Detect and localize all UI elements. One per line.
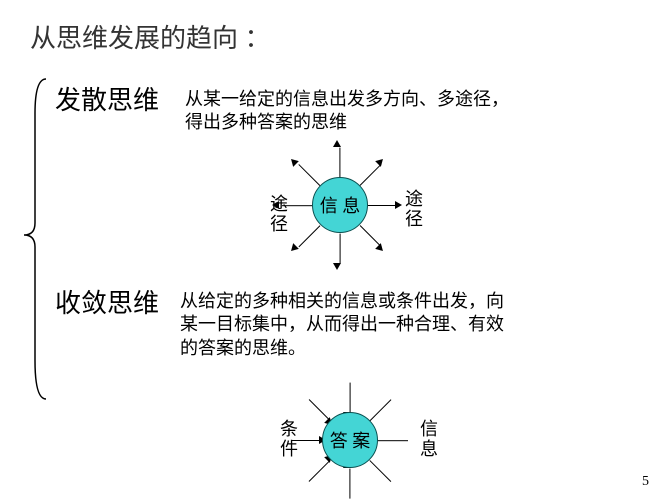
arrow-head-icon bbox=[395, 201, 402, 209]
section-title-divergent: 发散思维 bbox=[55, 86, 159, 115]
arrow-line bbox=[339, 234, 340, 264]
arrow-line bbox=[299, 225, 321, 247]
arrow-line bbox=[359, 225, 381, 247]
diagram-label: 条件 bbox=[280, 420, 298, 460]
section-divergent: 发散思维 bbox=[55, 80, 159, 117]
arrow-line bbox=[359, 164, 381, 186]
node-divergent: 信 息 bbox=[312, 177, 368, 233]
arrow-line bbox=[309, 460, 331, 482]
section-desc-convergent: 从给定的多种相关的信息或条件出发，向某一目标集中，从而得出一种合理、有效的答案的… bbox=[180, 290, 504, 360]
arrow-head-icon bbox=[375, 156, 386, 167]
section-convergent: 收敛思维 bbox=[55, 283, 159, 320]
arrow-head-icon bbox=[288, 243, 299, 254]
node-convergent: 答 案 bbox=[322, 412, 378, 468]
arrow-head-icon bbox=[333, 140, 341, 147]
page-title: 从思维发展的趋向 ： bbox=[30, 18, 271, 55]
left-brace bbox=[20, 75, 50, 405]
page-number: 5 bbox=[642, 474, 649, 490]
section-title-convergent: 收敛思维 bbox=[55, 289, 159, 318]
section-desc-divergent: 从某一给定的信息出发多方向、多途径，得出多种答案的思维 bbox=[185, 88, 509, 135]
diagram-label: 途径 bbox=[405, 190, 423, 230]
diagram-label: 途径 bbox=[270, 195, 288, 235]
arrow-line bbox=[339, 148, 340, 178]
arrow-line bbox=[369, 399, 391, 421]
arrow-line bbox=[349, 469, 350, 499]
diagram-label: 信息 bbox=[420, 420, 438, 460]
arrow-line bbox=[378, 440, 408, 441]
arrow-head-icon bbox=[333, 263, 341, 270]
arrow-line bbox=[299, 164, 321, 186]
arrow-head-icon bbox=[375, 243, 386, 254]
arrow-line bbox=[369, 460, 391, 482]
arrow-line bbox=[368, 205, 398, 206]
arrow-line bbox=[349, 383, 350, 413]
arrow-head-icon bbox=[288, 156, 299, 167]
